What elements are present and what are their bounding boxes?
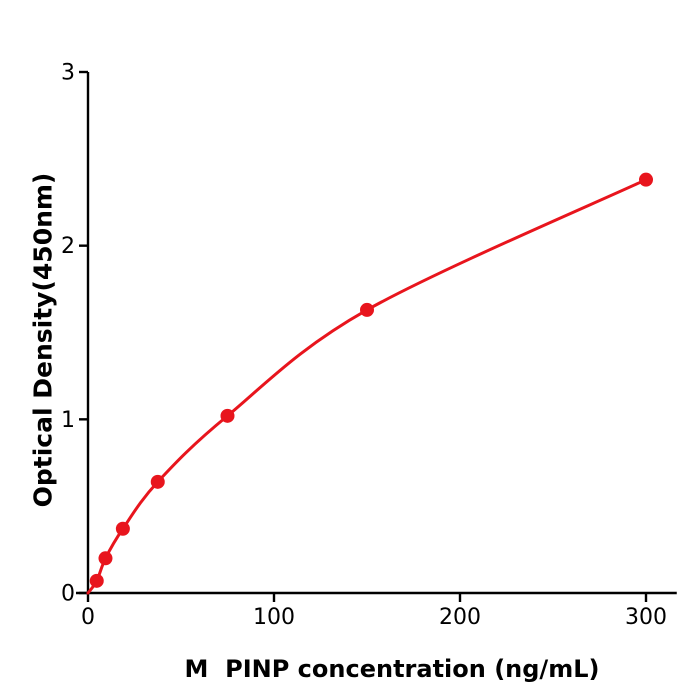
data-point bbox=[150, 474, 165, 489]
data-point bbox=[89, 573, 104, 588]
x-tick-label: 200 bbox=[439, 605, 481, 630]
y-tick-label: 1 bbox=[61, 408, 75, 433]
y-tick-label: 0 bbox=[61, 581, 75, 606]
y-tick-label: 3 bbox=[61, 60, 75, 85]
y-axis-label: Optical Density(450nm) bbox=[28, 172, 58, 508]
x-tick-label: 100 bbox=[253, 605, 295, 630]
y-tick-label: 2 bbox=[61, 234, 75, 259]
x-tick-label: 300 bbox=[625, 605, 667, 630]
data-point bbox=[220, 408, 235, 423]
x-axis-label: M PINP concentration (ng/mL) bbox=[184, 655, 600, 683]
data-point bbox=[115, 521, 130, 536]
x-tick-label: 0 bbox=[81, 605, 95, 630]
fit-curve bbox=[86, 178, 648, 595]
data-point bbox=[360, 302, 374, 317]
data-point bbox=[639, 172, 653, 187]
data-point bbox=[98, 551, 113, 566]
